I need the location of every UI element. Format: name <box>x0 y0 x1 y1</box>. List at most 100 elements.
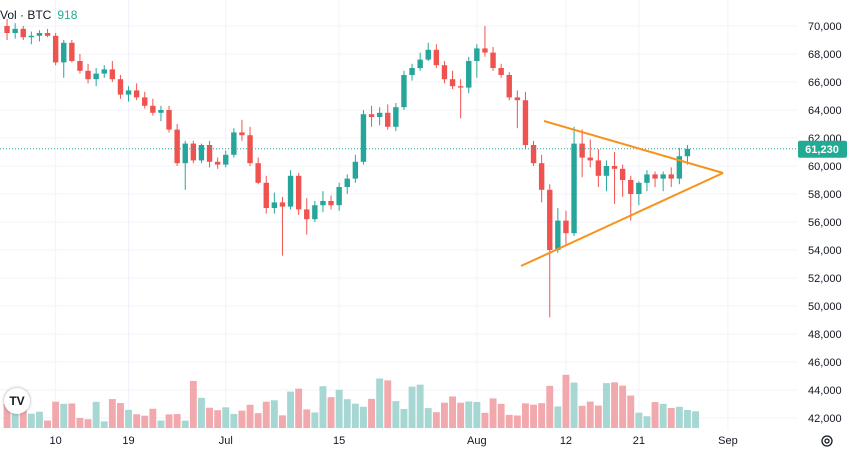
candle-body[interactable] <box>530 145 537 164</box>
candle-body[interactable] <box>271 202 278 208</box>
candle-body[interactable] <box>660 174 666 179</box>
time-axis-tick-label: Aug <box>467 435 487 447</box>
candle-body[interactable] <box>652 174 658 179</box>
volume-bar <box>84 419 92 428</box>
candle-body[interactable] <box>4 26 10 33</box>
candle-body[interactable] <box>85 70 91 80</box>
candle-body[interactable] <box>360 114 367 162</box>
settings-gear-icon[interactable] <box>820 434 834 448</box>
candle-body[interactable] <box>547 189 553 250</box>
candle-body[interactable] <box>223 154 229 165</box>
volume-bar <box>238 410 246 428</box>
candle-body[interactable] <box>328 201 334 206</box>
candle-body[interactable] <box>182 143 188 164</box>
candle-body[interactable] <box>263 182 269 208</box>
candle-body[interactable] <box>433 49 440 66</box>
candle-body[interactable] <box>611 166 618 169</box>
candle-body[interactable] <box>644 174 650 183</box>
candle-body[interactable] <box>101 69 107 74</box>
last-price-tag: 61,230 <box>798 140 847 158</box>
candle-body[interactable] <box>61 42 67 63</box>
candle-body[interactable] <box>555 220 561 250</box>
candle-body[interactable] <box>20 28 26 38</box>
candle-body[interactable] <box>28 35 35 38</box>
candle-body[interactable] <box>117 79 124 95</box>
candle-body[interactable] <box>247 135 253 164</box>
candle-body[interactable] <box>522 100 529 145</box>
candle-body[interactable] <box>206 145 213 162</box>
candle-body[interactable] <box>352 161 359 179</box>
candle-body[interactable] <box>595 160 602 176</box>
candle-body[interactable] <box>295 175 302 210</box>
candle-body[interactable] <box>676 156 683 179</box>
candle-body[interactable] <box>619 168 626 180</box>
candle-body[interactable] <box>12 28 18 33</box>
candle-body[interactable] <box>320 201 326 206</box>
time-axis[interactable]: 10 19 Jul 15 Aug 12 21 Sep <box>50 435 738 447</box>
candle-body[interactable] <box>368 114 375 117</box>
candle-body[interactable] <box>93 73 99 80</box>
candle-body[interactable] <box>142 97 148 106</box>
volume-bar <box>230 413 238 428</box>
candle-body[interactable] <box>36 33 43 36</box>
candle-body[interactable] <box>393 107 399 127</box>
candle-body[interactable] <box>579 143 585 158</box>
candle-body[interactable] <box>158 110 164 113</box>
candle-body[interactable] <box>563 220 569 234</box>
candle-body[interactable] <box>239 132 245 136</box>
candle-body[interactable] <box>125 90 132 95</box>
candle-body[interactable] <box>255 163 261 183</box>
price-axis-tick-label: 70,000 <box>808 21 842 33</box>
candle-body[interactable] <box>466 61 472 88</box>
candle-body[interactable] <box>44 33 51 36</box>
volume-bar <box>684 409 691 428</box>
candle-body[interactable] <box>287 175 294 207</box>
candle-body[interactable] <box>490 52 496 68</box>
candle-body[interactable] <box>668 174 674 179</box>
candle-body[interactable] <box>304 209 310 220</box>
price-axis[interactable]: 42,000 44,000 46,000 48,000 50,000 52,000 54,0… <box>808 21 842 425</box>
candle-body[interactable] <box>538 163 545 190</box>
volume-bar <box>262 401 270 428</box>
candle-body[interactable] <box>385 112 391 127</box>
candle-body[interactable] <box>417 59 423 68</box>
candle-body[interactable] <box>133 90 140 98</box>
candle-body[interactable] <box>449 79 456 87</box>
candle-body[interactable] <box>506 75 512 98</box>
candle-body[interactable] <box>401 75 407 108</box>
candle-body[interactable] <box>150 105 156 113</box>
candle-body[interactable] <box>190 143 197 161</box>
candle-body[interactable] <box>684 148 691 157</box>
candle-body[interactable] <box>166 110 172 130</box>
candle-body[interactable] <box>587 157 593 161</box>
candle-body[interactable] <box>77 61 83 71</box>
volume-bar <box>675 406 683 428</box>
candle-body[interactable] <box>425 49 431 60</box>
candle-body[interactable] <box>571 143 577 234</box>
candle-body[interactable] <box>376 112 383 117</box>
candle-body[interactable] <box>52 35 59 63</box>
grid <box>0 0 798 430</box>
candle-body[interactable] <box>441 65 448 80</box>
candle-body[interactable] <box>603 166 610 176</box>
candle-body[interactable] <box>628 180 634 194</box>
candle-body[interactable] <box>214 161 221 165</box>
candle-body[interactable] <box>457 86 464 88</box>
candle-body[interactable] <box>336 187 342 206</box>
tradingview-logo[interactable]: TV <box>4 388 30 414</box>
candle-body[interactable] <box>109 69 116 80</box>
candle-body[interactable] <box>174 129 180 164</box>
candle-body[interactable] <box>279 202 286 207</box>
candle-body[interactable] <box>498 68 504 75</box>
candle-body[interactable] <box>409 68 415 75</box>
candle-body[interactable] <box>231 132 237 155</box>
candle-body[interactable] <box>198 145 205 161</box>
candle-body[interactable] <box>344 178 350 187</box>
candle-body[interactable] <box>514 97 521 101</box>
candle-body[interactable] <box>474 48 480 61</box>
candle-body[interactable] <box>636 182 642 194</box>
candle-body[interactable] <box>69 42 75 61</box>
candle-body[interactable] <box>312 205 318 220</box>
candle-body[interactable] <box>482 48 488 53</box>
